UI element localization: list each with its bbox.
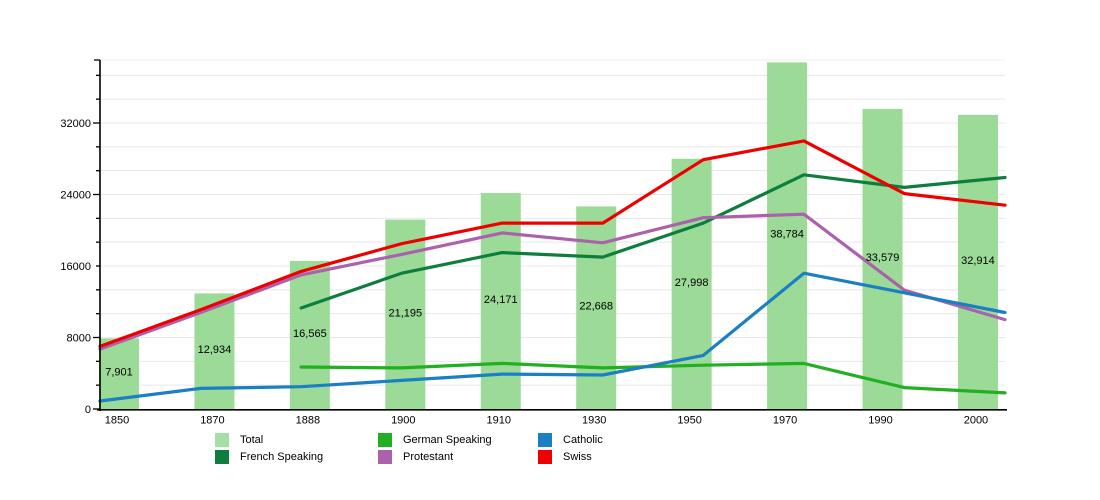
- x-tick-label: 1850: [105, 415, 129, 427]
- series-line-catholic: [98, 271, 1007, 403]
- x-tick-label: 2000: [964, 415, 988, 427]
- y-tick-label: 16000: [60, 261, 91, 273]
- series-line-protestant: [98, 212, 1007, 351]
- bar-value-label: 38,784: [770, 229, 804, 241]
- total-bar-1990: [862, 108, 903, 409]
- legend-label: German Speaking: [403, 434, 492, 446]
- legend-label: Protestant: [403, 451, 454, 463]
- bar-value-label: 12,934: [198, 344, 232, 356]
- legend-swatch-icon: [538, 433, 552, 447]
- total-bar-1970: [767, 62, 808, 409]
- x-tick-label: 1870: [200, 415, 224, 427]
- legend-column: German Speaking Protestant: [378, 432, 538, 466]
- legend-label: Total: [240, 434, 264, 446]
- y-tick-label: 8000: [67, 333, 91, 345]
- y-tick-label: 24000: [60, 190, 91, 202]
- chart-legend: Total French Speaking German Speaking Prote…: [215, 432, 688, 466]
- x-tick-label: 1930: [582, 415, 606, 427]
- bar-value-label: 33,579: [866, 252, 900, 264]
- legend-item-french-speaking: French Speaking: [215, 449, 378, 465]
- legend-swatch-icon: [538, 450, 552, 464]
- legend-item-total: Total: [215, 432, 378, 448]
- legend-label: Catholic: [563, 434, 603, 446]
- legend-swatch-icon: [378, 433, 392, 447]
- legend-label: Swiss: [563, 451, 592, 463]
- total-bar-2000: [957, 114, 998, 410]
- bar-value-label: 27,998: [675, 277, 709, 289]
- bar-value-label: 7,901: [105, 367, 133, 379]
- x-tick-label: 1950: [677, 415, 701, 427]
- bar-value-label: 22,668: [579, 301, 613, 313]
- legend-item-german-speaking: German Speaking: [378, 432, 538, 448]
- bar-value-label: 32,914: [961, 255, 995, 267]
- y-tick-label: 32000: [60, 118, 91, 130]
- legend-label: French Speaking: [240, 451, 324, 463]
- legend-item-protestant: Protestant: [378, 449, 538, 465]
- x-tick-label: 1990: [868, 415, 892, 427]
- x-tick-label: 1970: [773, 415, 797, 427]
- legend-column: Total French Speaking: [215, 432, 378, 466]
- bar-value-label: 24,171: [484, 294, 518, 306]
- legend-swatch-icon: [215, 433, 229, 447]
- bar-value-label: 21,195: [388, 307, 422, 319]
- x-tick-label: 1900: [391, 415, 415, 427]
- series-line-swiss: [98, 139, 1007, 348]
- legend-item-swiss: Swiss: [538, 449, 688, 465]
- legend-item-catholic: Catholic: [538, 432, 688, 448]
- x-tick-label: 1910: [487, 415, 511, 427]
- y-tick-label: 0: [85, 404, 91, 416]
- x-tick-label: 1888: [296, 415, 320, 427]
- legend-swatch-icon: [378, 450, 392, 464]
- bar-value-label: 16,565: [293, 328, 327, 340]
- legend-swatch-icon: [215, 450, 229, 464]
- legend-column: Catholic Swiss: [538, 432, 688, 466]
